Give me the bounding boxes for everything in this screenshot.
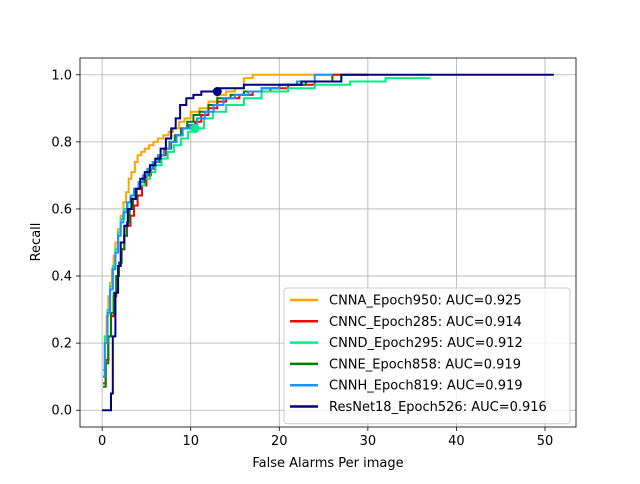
ticks: 0 10 20 30 40 50 0.0 0.2 0.4 0.6 0.8 1.0 xyxy=(51,68,553,449)
legend-label-0: CNNA_Epoch950: AUC=0.925 xyxy=(329,294,522,309)
series-lines xyxy=(102,73,554,412)
x-tick-label: 10 xyxy=(182,434,199,449)
y-tick-label: 0.8 xyxy=(51,135,72,150)
legend: CNNA_Epoch950: AUC=0.925 CNNC_Epoch285: A… xyxy=(283,287,571,425)
x-tick-label: 0 xyxy=(98,434,106,449)
x-tick-label: 50 xyxy=(537,434,554,449)
legend-label-3: CNNE_Epoch858: AUC=0.919 xyxy=(329,357,521,372)
grid xyxy=(80,58,576,427)
series-line-5 xyxy=(102,73,554,412)
highlight-markers xyxy=(190,87,222,133)
x-tick-label: 30 xyxy=(360,434,377,449)
y-tick-label: 0.2 xyxy=(51,337,72,352)
y-tick-label: 1.0 xyxy=(51,68,72,83)
x-tick-label: 20 xyxy=(271,434,288,449)
legend-box xyxy=(283,287,571,425)
series-line-2 xyxy=(103,77,430,371)
legend-label-4: CNNH_Epoch819: AUC=0.919 xyxy=(329,379,523,394)
axes-frame xyxy=(79,57,577,428)
y-tick-label: 0.6 xyxy=(51,202,72,217)
highlight-marker-0 xyxy=(190,123,200,133)
legend-label-2: CNND_Epoch295: AUC=0.912 xyxy=(329,336,523,351)
legend-label-1: CNNC_Epoch285: AUC=0.914 xyxy=(329,315,522,330)
x-tick-label: 40 xyxy=(448,434,465,449)
y-tick-label: 0.4 xyxy=(51,270,72,285)
x-axis-label: False Alarms Per image xyxy=(252,456,403,471)
legend-label-5: ResNet18_Epoch526: AUC=0.916 xyxy=(329,400,547,415)
y-tick-label: 0.0 xyxy=(51,404,72,419)
y-axis-label: Recall xyxy=(29,223,44,262)
highlight-marker-1 xyxy=(212,87,222,97)
